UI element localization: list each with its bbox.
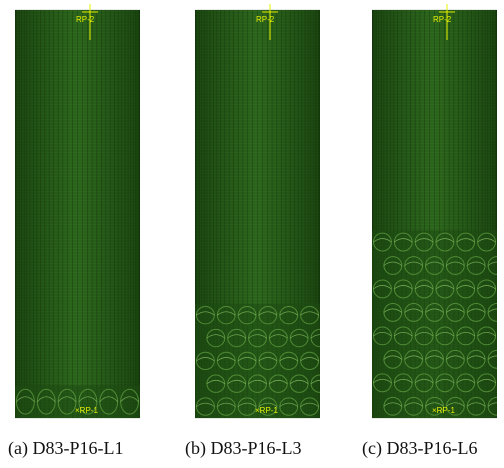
caption-a: (a) D83-P16-L1	[8, 438, 124, 458]
bottom-reference-point-label: ×RP-1	[75, 406, 98, 415]
caption-b: (b) D83-P16-L3	[185, 438, 302, 458]
top-reference-point-label: RP-2	[433, 15, 452, 24]
top-reference-point-label: RP-2	[76, 15, 95, 24]
bottom-reference-point-label: ×RP-1	[255, 406, 278, 415]
panel-b: RP-2 ×RP-1	[195, 0, 320, 420]
tube-mesh-a: RP-2 ×RP-1	[15, 4, 140, 419]
bottom-reference-point-label: ×RP-1	[432, 406, 455, 415]
tube-mesh-b: RP-2 ×RP-1	[195, 4, 320, 419]
panel-c: RP-2 ×RP-1	[372, 0, 497, 420]
caption-c: (c) D83-P16-L6	[362, 438, 478, 458]
panel-a: RP-2 ×RP-1	[15, 0, 140, 420]
tube-mesh-c: RP-2 ×RP-1	[372, 4, 497, 419]
top-reference-point-label: RP-2	[256, 15, 275, 24]
